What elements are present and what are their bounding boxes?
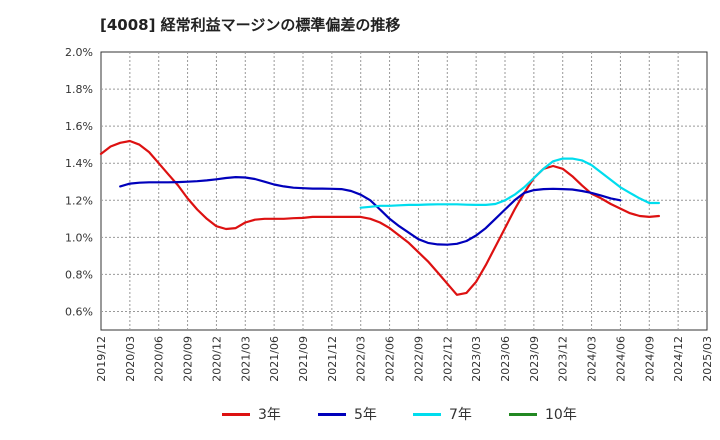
legend: 3年 5年 7年 10年 xyxy=(0,402,720,426)
x-tick-label: 2024/03 xyxy=(586,336,599,382)
x-tick-label: 2021/06 xyxy=(268,336,281,382)
y-axis-ticks: 2.0% 1.8% 1.6% 1.4% 1.2% 1.0% 0.8% 0.6% xyxy=(65,46,93,318)
x-tick-label: 2019/12 xyxy=(95,336,108,382)
x-tick-label: 2020/12 xyxy=(210,336,223,382)
legend-item: 5年 xyxy=(318,402,377,426)
legend-label: 10年 xyxy=(545,407,577,423)
x-tick-label: 2022/06 xyxy=(384,336,397,382)
x-tick-label: 2020/09 xyxy=(182,336,195,382)
legend-item: 10年 xyxy=(509,402,577,426)
x-tick-label: 2023/03 xyxy=(470,336,483,382)
series-line-5年 xyxy=(119,176,622,246)
y-tick-label: 0.8% xyxy=(65,268,93,281)
x-tick-label: 2022/12 xyxy=(441,336,454,382)
series-line-3年 xyxy=(99,139,661,296)
y-tick-label: 1.2% xyxy=(65,194,93,207)
x-tick-label: 2023/06 xyxy=(499,336,512,382)
chart-title: [4008] 経常利益マージンの標準偏差の推移 xyxy=(100,16,401,34)
y-tick-label: 1.0% xyxy=(65,231,93,244)
legend-swatch xyxy=(318,412,346,416)
y-tick-label: 1.6% xyxy=(65,120,93,133)
series-lines xyxy=(99,139,661,296)
legend-swatch xyxy=(413,412,441,416)
legend-item: 7年 xyxy=(413,402,472,426)
x-tick-label: 2023/12 xyxy=(557,336,570,382)
legend-swatch xyxy=(509,412,537,416)
legend-item: 3年 xyxy=(222,402,281,426)
y-tick-label: 1.4% xyxy=(65,157,93,170)
y-tick-label: 0.6% xyxy=(65,305,93,318)
x-axis-ticks: 2019/12 2020/03 2020/06 2020/09 2020/12 2021/… xyxy=(95,336,714,382)
x-tick-label: 2021/09 xyxy=(297,336,310,382)
series-line-7年 xyxy=(359,157,661,209)
x-tick-label: 2020/06 xyxy=(153,336,166,382)
y-tick-label: 1.8% xyxy=(65,83,93,96)
x-tick-label: 2022/03 xyxy=(355,336,368,382)
x-tick-label: 2021/12 xyxy=(326,336,339,382)
x-tick-label: 2022/09 xyxy=(412,336,425,382)
x-tick-label: 2024/12 xyxy=(672,336,685,382)
x-tick-label: 2021/03 xyxy=(239,336,252,382)
plot-area xyxy=(100,51,708,331)
legend-swatch xyxy=(222,412,250,416)
legend-label: 7年 xyxy=(449,407,472,423)
x-tick-label: 2020/03 xyxy=(124,336,137,382)
y-tick-label: 2.0% xyxy=(65,46,93,59)
legend-label: 3年 xyxy=(258,407,281,423)
x-tick-label: 2025/03 xyxy=(701,336,714,382)
legend-label: 5年 xyxy=(354,407,377,423)
x-tick-label: 2024/06 xyxy=(614,336,627,382)
x-tick-label: 2023/09 xyxy=(528,336,541,382)
x-tick-label: 2024/09 xyxy=(643,336,656,382)
